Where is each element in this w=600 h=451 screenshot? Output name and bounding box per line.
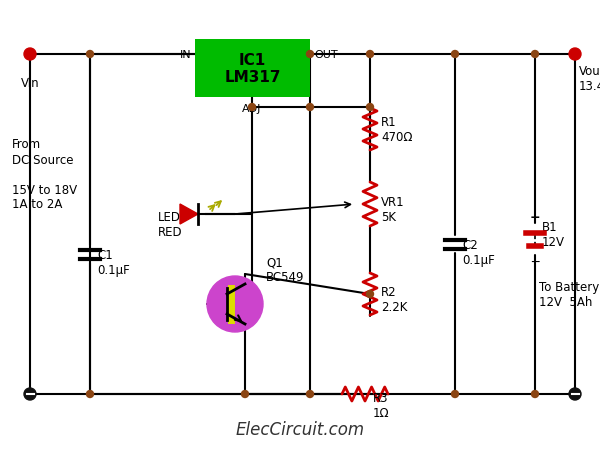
Text: VR1
5K: VR1 5K (381, 196, 404, 224)
Text: ElecCircuit.com: ElecCircuit.com (235, 420, 365, 438)
Text: ADJ: ADJ (242, 104, 262, 114)
Circle shape (569, 49, 581, 61)
Text: Q1
BC549: Q1 BC549 (266, 255, 305, 283)
Circle shape (86, 51, 94, 58)
Text: Vout
13.4V: Vout 13.4V (579, 65, 600, 93)
Circle shape (307, 104, 314, 111)
Polygon shape (180, 205, 198, 225)
Circle shape (241, 391, 248, 398)
Text: To Battery
12V  5Ah: To Battery 12V 5Ah (539, 281, 599, 308)
Circle shape (367, 51, 374, 58)
Circle shape (248, 104, 256, 111)
Text: B1
12V: B1 12V (542, 221, 565, 249)
Text: LED1
RED: LED1 RED (158, 211, 188, 239)
Circle shape (86, 391, 94, 398)
Text: +: + (530, 211, 541, 224)
Circle shape (24, 49, 36, 61)
Text: OUT: OUT (314, 50, 338, 60)
Circle shape (569, 388, 581, 400)
Text: R3
1Ω: R3 1Ω (373, 391, 389, 419)
Circle shape (532, 51, 539, 58)
Circle shape (367, 104, 374, 111)
Circle shape (367, 291, 374, 298)
Text: ─: ─ (531, 255, 539, 268)
Circle shape (307, 391, 314, 398)
Circle shape (307, 51, 314, 58)
Circle shape (452, 391, 458, 398)
Text: C2
0.1μF: C2 0.1μF (462, 239, 495, 267)
Text: R2
2.2K: R2 2.2K (381, 285, 407, 313)
Circle shape (24, 388, 36, 400)
Text: IC1
LM317: IC1 LM317 (224, 53, 281, 85)
Text: Vin: Vin (20, 77, 40, 90)
Text: R1
470Ω: R1 470Ω (381, 116, 413, 144)
Circle shape (532, 391, 539, 398)
Circle shape (452, 51, 458, 58)
Text: C1
0.1μF: C1 0.1μF (97, 249, 130, 276)
Circle shape (207, 276, 263, 332)
Text: IN: IN (179, 50, 191, 60)
Bar (195, 40, 310, 98)
Text: From
DC Source

15V to 18V
1A to 2A: From DC Source 15V to 18V 1A to 2A (12, 138, 77, 211)
